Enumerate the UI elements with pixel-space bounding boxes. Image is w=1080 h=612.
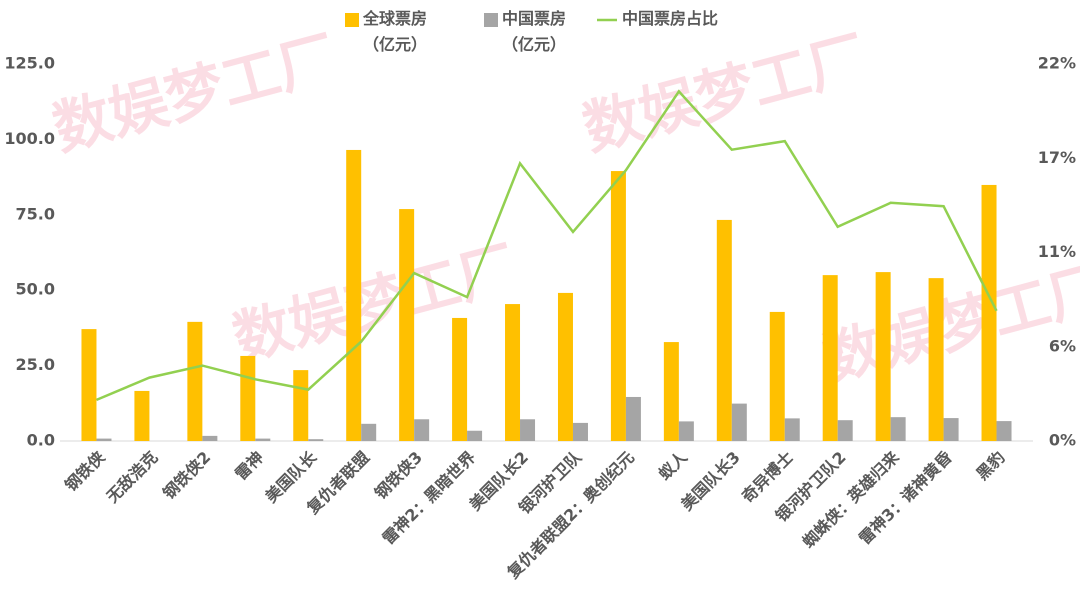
bar xyxy=(678,421,694,441)
legend-swatch xyxy=(484,13,498,27)
bar xyxy=(610,171,626,441)
y-tick-label: 100.0 xyxy=(4,129,55,148)
bar xyxy=(399,209,415,441)
bar xyxy=(928,278,944,441)
legend-label: 中国票房 （亿元） xyxy=(502,9,567,54)
bar xyxy=(625,396,641,441)
bar xyxy=(346,149,362,441)
y-tick-label: 125.0 xyxy=(4,54,55,73)
y2-tick-label: 17% xyxy=(1038,148,1076,167)
bar xyxy=(467,430,483,441)
legend-label: 中国票房占比 xyxy=(622,9,719,28)
y2-tick-label: 11% xyxy=(1038,242,1076,261)
bar xyxy=(202,435,218,441)
bar xyxy=(361,423,377,441)
bar xyxy=(769,311,785,441)
y2-tick-label: 0% xyxy=(1049,431,1076,450)
y-tick-label: 75.0 xyxy=(16,204,55,223)
line xyxy=(96,89,998,402)
x-tick-label: 雷神3：诸神黄昏 xyxy=(855,448,956,549)
bar xyxy=(505,304,521,441)
x-tick-label: 雷神 xyxy=(231,448,267,484)
legend-swatch xyxy=(345,13,359,27)
y2-tick-label: 6% xyxy=(1049,336,1076,355)
x-tick-label: 蚁人 xyxy=(655,447,692,484)
x-tick-label: 蜘蛛侠：英雄归来 xyxy=(799,447,904,552)
bar xyxy=(255,438,271,441)
bar xyxy=(784,418,800,441)
y2-tick-label: 22% xyxy=(1038,54,1076,73)
x-tick-label: 黑豹 xyxy=(972,448,1008,484)
y-tick-label: 25.0 xyxy=(16,355,55,374)
y-tick-label: 0.0 xyxy=(27,431,55,450)
bar xyxy=(572,422,588,441)
bar xyxy=(293,370,309,441)
bar xyxy=(308,439,324,441)
x-tick-label: 钢铁侠2 xyxy=(159,448,214,503)
watermark: 数娱梦工厂 xyxy=(226,233,524,374)
bar xyxy=(837,420,853,441)
bar xyxy=(240,355,256,441)
watermark: 数娱梦工厂 xyxy=(46,23,344,164)
bar xyxy=(134,390,150,441)
x-tick-label: 雷神2：黑暗世界 xyxy=(379,448,480,549)
bar xyxy=(557,292,573,441)
bar xyxy=(943,418,959,441)
bar xyxy=(187,321,203,441)
y-tick-label: 50.0 xyxy=(16,280,55,299)
bar xyxy=(663,342,679,441)
bar xyxy=(452,317,468,441)
bar xyxy=(96,438,112,441)
bar xyxy=(981,184,997,442)
legend-label: 全球票房 （亿元） xyxy=(363,9,428,54)
bar xyxy=(875,272,891,441)
bar xyxy=(996,421,1012,441)
bar xyxy=(716,219,732,441)
bar xyxy=(520,419,536,441)
watermark: 数娱梦工厂 xyxy=(816,253,1080,394)
x-tick-label: 钢铁侠 xyxy=(61,447,109,495)
bar xyxy=(822,275,838,441)
bar xyxy=(81,329,97,441)
bar xyxy=(414,419,430,441)
x-tick-label: 无敌浩克 xyxy=(102,448,161,507)
bar xyxy=(731,403,747,441)
bar xyxy=(890,417,906,441)
